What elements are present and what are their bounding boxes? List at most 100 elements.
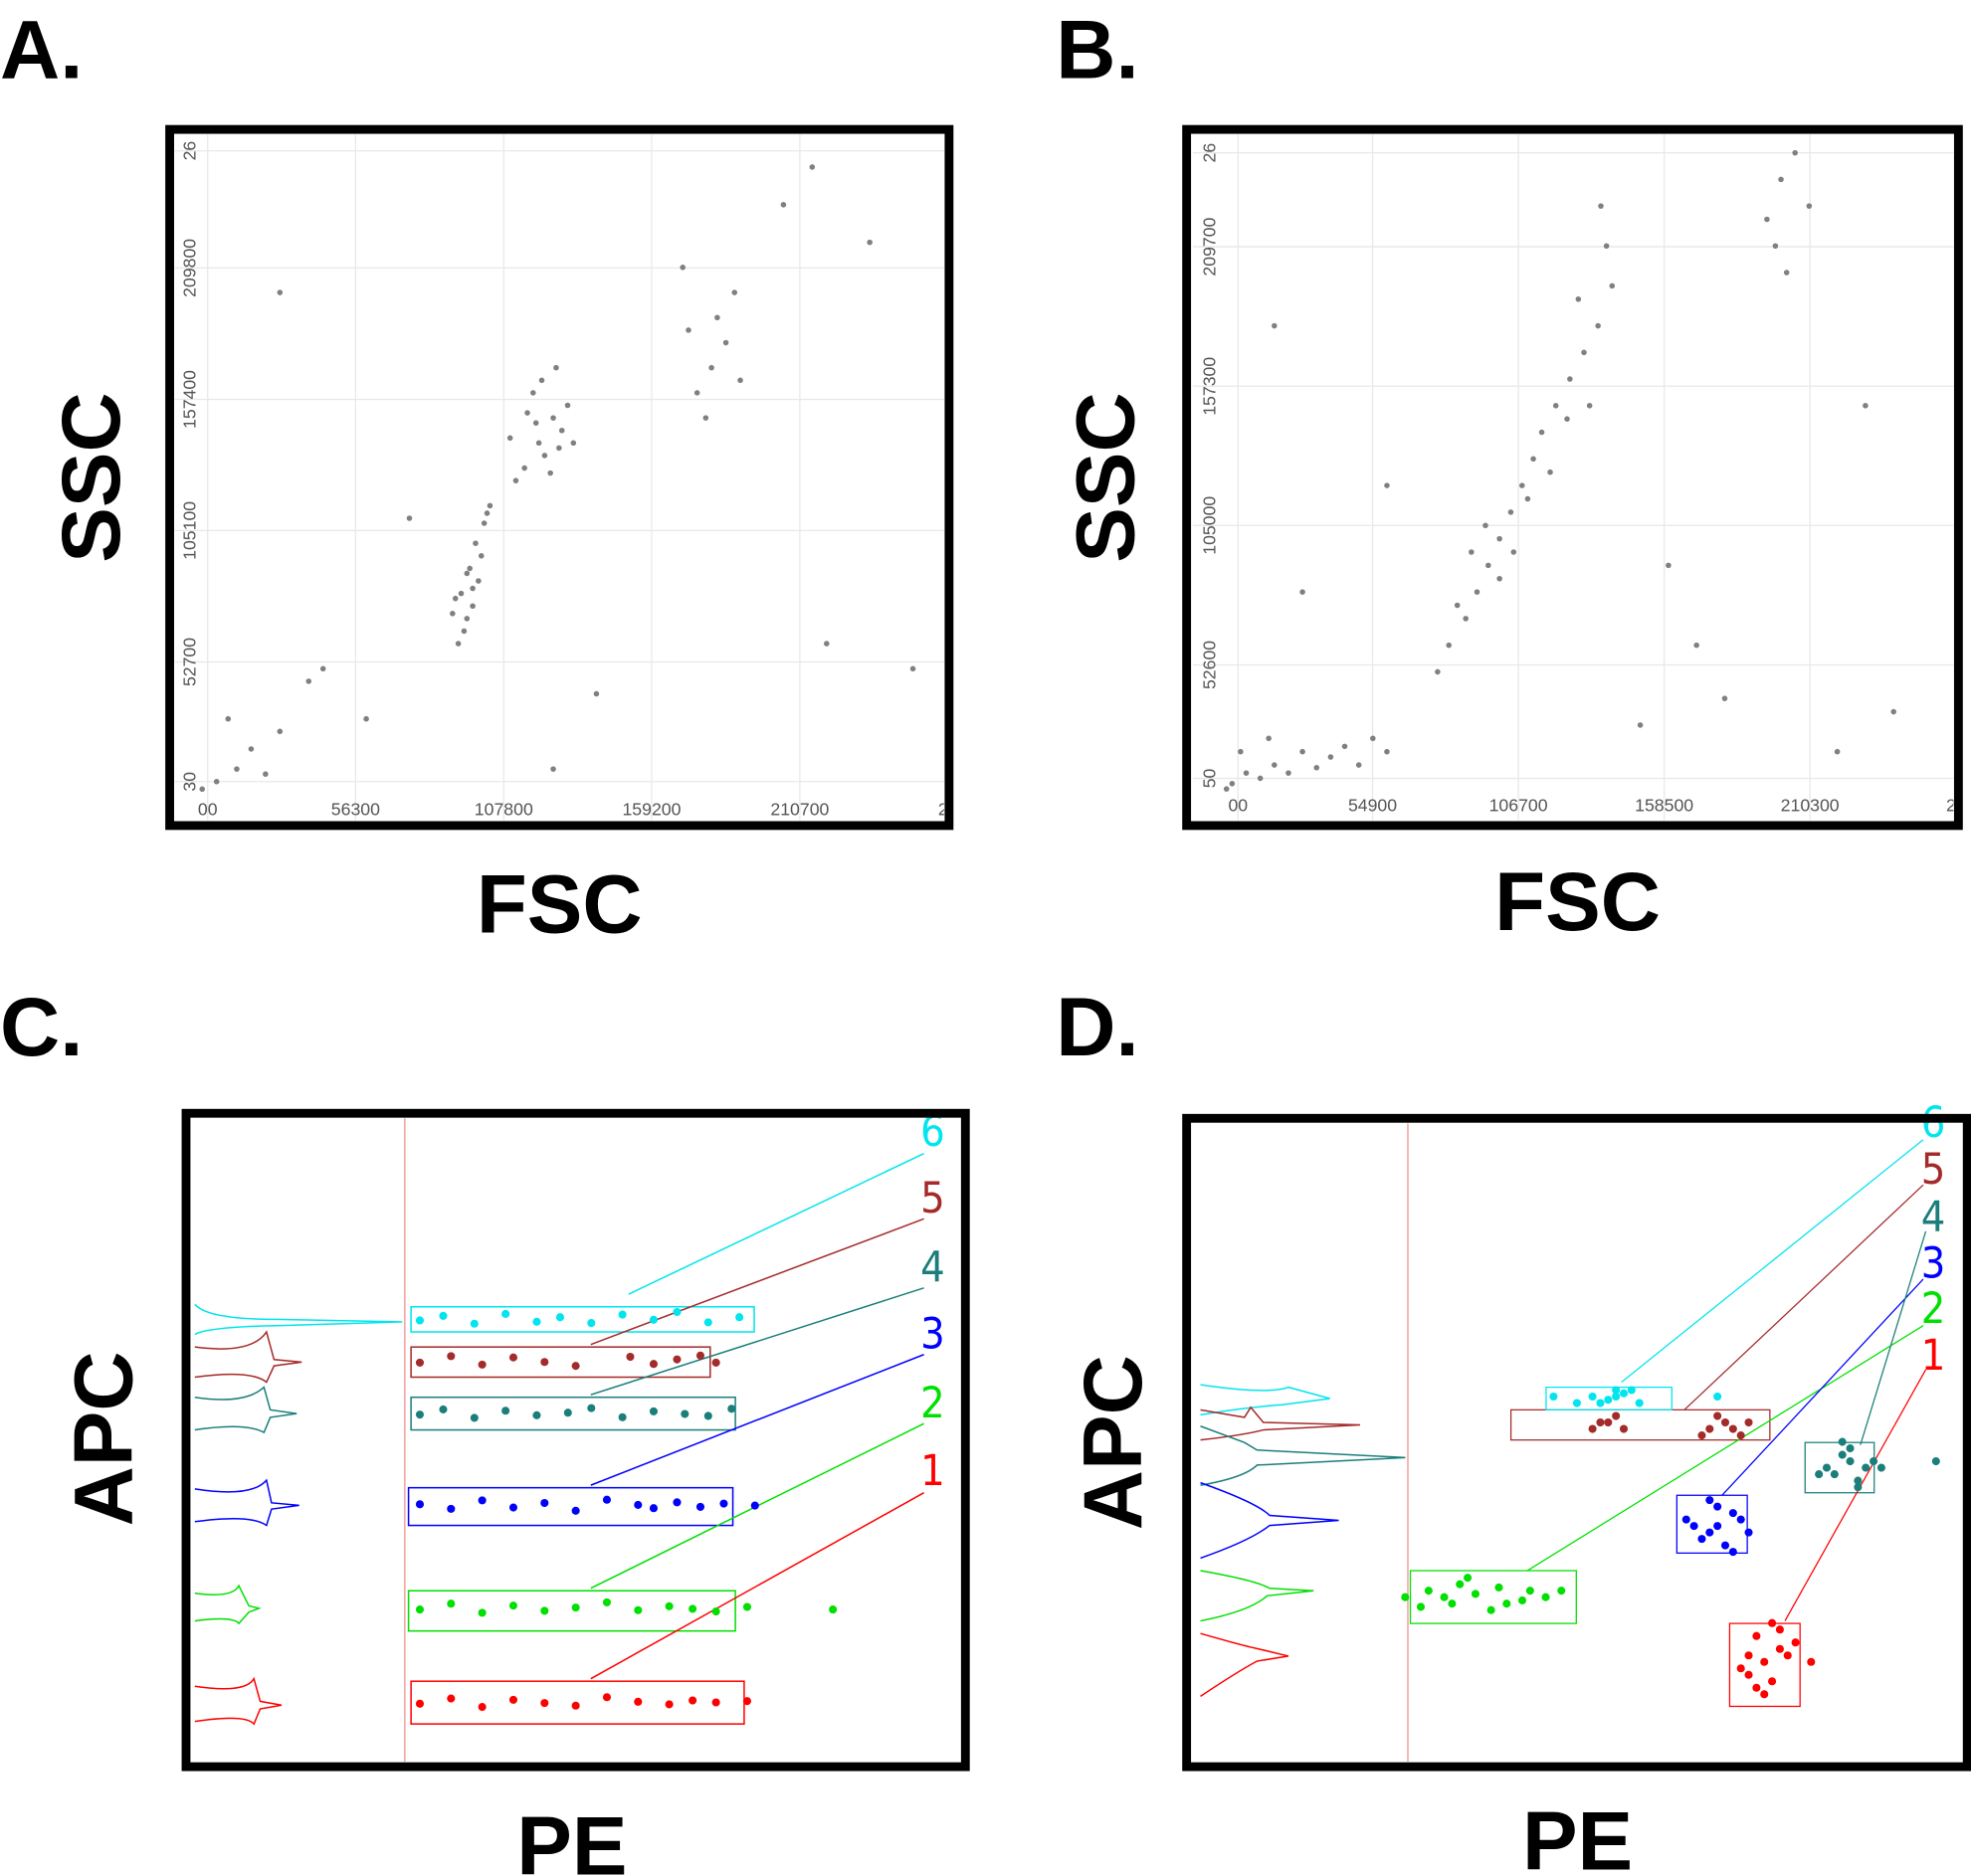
data-point	[1791, 1638, 1800, 1647]
histograms-d	[1200, 1123, 1409, 1763]
data-point	[689, 1604, 697, 1613]
data-point	[501, 1309, 510, 1318]
data-point	[1598, 203, 1604, 209]
data-point	[478, 1703, 487, 1712]
data-point	[602, 1693, 612, 1702]
x-tick-label: 00	[198, 799, 218, 819]
x-tick-label: 56300	[331, 799, 380, 819]
data-point	[540, 1358, 549, 1367]
data-point	[1572, 1399, 1581, 1407]
data-point	[673, 1498, 682, 1507]
data-point	[521, 465, 527, 471]
x-tick-label: 158500	[1635, 796, 1693, 816]
data-point	[1834, 748, 1841, 755]
data-point	[470, 585, 476, 592]
data-point	[1772, 243, 1779, 250]
data-point	[1530, 456, 1536, 463]
data-point	[1760, 1657, 1769, 1666]
data-point	[571, 1701, 580, 1710]
data-point	[693, 390, 700, 396]
data-point	[587, 1319, 596, 1328]
data-point	[1612, 1411, 1621, 1420]
data-point	[508, 1695, 518, 1704]
data-point	[476, 578, 482, 584]
data-point	[702, 415, 709, 421]
gate-label: 5	[920, 1174, 945, 1223]
x-tick-label: 54900	[1348, 796, 1397, 816]
data-point	[626, 1353, 635, 1362]
data-point	[452, 595, 459, 602]
data-point	[439, 1405, 448, 1413]
data-point	[634, 1605, 643, 1614]
data-point	[1705, 1496, 1714, 1505]
data-point	[1299, 748, 1305, 755]
data-point	[199, 786, 206, 793]
data-point	[618, 1412, 627, 1421]
y-axis-label: SSC	[45, 392, 137, 562]
data-point	[719, 1499, 728, 1508]
data-point	[1689, 1522, 1698, 1531]
data-point	[415, 1500, 425, 1509]
data-point	[1846, 1457, 1855, 1466]
data-point	[1744, 1651, 1753, 1660]
data-point	[750, 1501, 759, 1510]
data-point	[547, 469, 553, 476]
data-point	[540, 1699, 549, 1708]
data-point	[508, 1503, 518, 1512]
data-point	[1720, 1541, 1730, 1550]
data-point	[532, 420, 539, 426]
data-point	[1637, 722, 1644, 728]
data-point	[1482, 522, 1488, 529]
data-point	[867, 239, 873, 246]
data-point	[415, 1605, 425, 1614]
data-point	[540, 1498, 549, 1508]
data-point	[1463, 616, 1469, 622]
data-point	[1792, 149, 1798, 156]
data-point	[1223, 786, 1230, 792]
y-tick-label: 26	[1199, 143, 1219, 163]
x-tick-label: 159200	[622, 799, 681, 819]
data-point	[1783, 1651, 1792, 1660]
x-axis-label: PE	[516, 1800, 627, 1876]
data-point	[1619, 1389, 1629, 1398]
x-tick-label: 106700	[1489, 796, 1548, 816]
data-point	[1384, 748, 1390, 755]
panel-label: B.	[1056, 3, 1138, 95]
data-point	[1768, 1618, 1777, 1627]
data-point	[1586, 403, 1593, 409]
data-point	[1760, 1690, 1769, 1699]
x-axis-label: PE	[1522, 1795, 1633, 1876]
data-point	[1313, 764, 1320, 771]
data-point	[711, 1698, 720, 1707]
data-point	[1728, 1424, 1737, 1433]
x-tick-label: 26	[938, 799, 958, 819]
plot-area	[1401, 1386, 1940, 1699]
y-tick-label: 105100	[180, 501, 200, 560]
data-point	[455, 641, 462, 647]
data-point	[1557, 1587, 1566, 1595]
data-point	[634, 1500, 643, 1509]
data-point	[1510, 549, 1517, 555]
data-point	[649, 1504, 659, 1513]
data-point	[1596, 1399, 1605, 1407]
data-point	[1713, 1522, 1722, 1531]
data-point	[213, 778, 220, 785]
data-point	[689, 1696, 697, 1705]
data-point	[550, 415, 556, 421]
panel-label: D.	[1056, 981, 1138, 1073]
data-point	[618, 1310, 627, 1319]
data-point	[665, 1700, 674, 1709]
data-point	[1603, 243, 1610, 250]
data-point	[1384, 482, 1390, 488]
y-tick-label: 50	[1199, 768, 1219, 788]
x-tick-label: 107800	[475, 799, 533, 819]
data-point	[602, 1495, 612, 1504]
data-point	[1272, 322, 1278, 329]
data-point	[1705, 1424, 1714, 1433]
gates-c	[407, 1152, 924, 1725]
data-point	[1486, 1605, 1495, 1614]
data-point	[478, 1608, 487, 1617]
data-point	[1752, 1683, 1761, 1692]
data-point	[447, 1694, 456, 1703]
data-point	[1327, 754, 1334, 760]
